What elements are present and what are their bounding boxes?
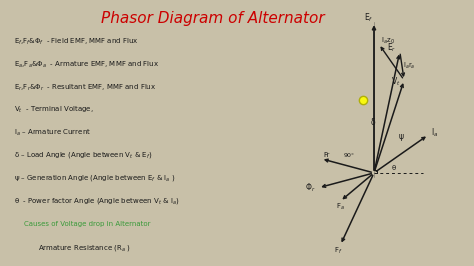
Text: ψ – Generation Angle (Angle between E$_f$ & I$_a$ ): ψ – Generation Angle (Angle between E$_f… bbox=[14, 173, 176, 183]
Text: I$_a$: I$_a$ bbox=[431, 127, 438, 139]
Text: δ: δ bbox=[371, 118, 375, 127]
Text: δ – Load Angle (Angle between V$_t$ & E$_f$): δ – Load Angle (Angle between V$_t$ & E$… bbox=[14, 150, 153, 160]
Text: F$_f$: F$_f$ bbox=[334, 246, 343, 256]
Text: I$_a$z$_0$: I$_a$z$_0$ bbox=[381, 36, 394, 46]
Text: Causes of Voltage drop in Alternator: Causes of Voltage drop in Alternator bbox=[24, 221, 150, 227]
Text: V$_t$: V$_t$ bbox=[392, 76, 401, 88]
Text: E$_r$: E$_r$ bbox=[387, 42, 397, 54]
Text: V$_t$  - Terminal Voltage,: V$_t$ - Terminal Voltage, bbox=[14, 105, 94, 115]
Text: E$_a$,F$_a$&Φ$_a$  - Armature EMF, MMF and Flux: E$_a$,F$_a$&Φ$_a$ - Armature EMF, MMF an… bbox=[14, 60, 159, 70]
Text: F$_a$: F$_a$ bbox=[336, 202, 345, 212]
Text: ψ: ψ bbox=[399, 132, 403, 141]
Text: 90°: 90° bbox=[344, 153, 355, 158]
Text: Armature Resistance (R$_a$ ): Armature Resistance (R$_a$ ) bbox=[38, 243, 131, 253]
Text: E$_r$,F$_r$&Φ$_r$  - Resultant EMF, MMF and Flux: E$_r$,F$_r$&Φ$_r$ - Resultant EMF, MMF a… bbox=[14, 82, 156, 93]
Text: θ: θ bbox=[392, 165, 396, 171]
Text: I$_a$r$_a$: I$_a$r$_a$ bbox=[403, 61, 415, 71]
Text: Φ$_r$: Φ$_r$ bbox=[305, 182, 316, 194]
Text: Phasor Diagram of Alternator: Phasor Diagram of Alternator bbox=[101, 11, 325, 26]
Text: E$_f$,F$_f$&Φ$_f$  - Field EMF, MMF and Flux: E$_f$,F$_f$&Φ$_f$ - Field EMF, MMF and F… bbox=[14, 37, 139, 47]
Text: θ  - Power factor Angle (Angle between V$_t$ & I$_a$): θ - Power factor Angle (Angle between V$… bbox=[14, 196, 180, 206]
Text: Fr: Fr bbox=[323, 152, 329, 158]
Text: I$_a$ – Armature Current: I$_a$ – Armature Current bbox=[14, 128, 91, 138]
Text: E$_f$: E$_f$ bbox=[364, 11, 374, 24]
